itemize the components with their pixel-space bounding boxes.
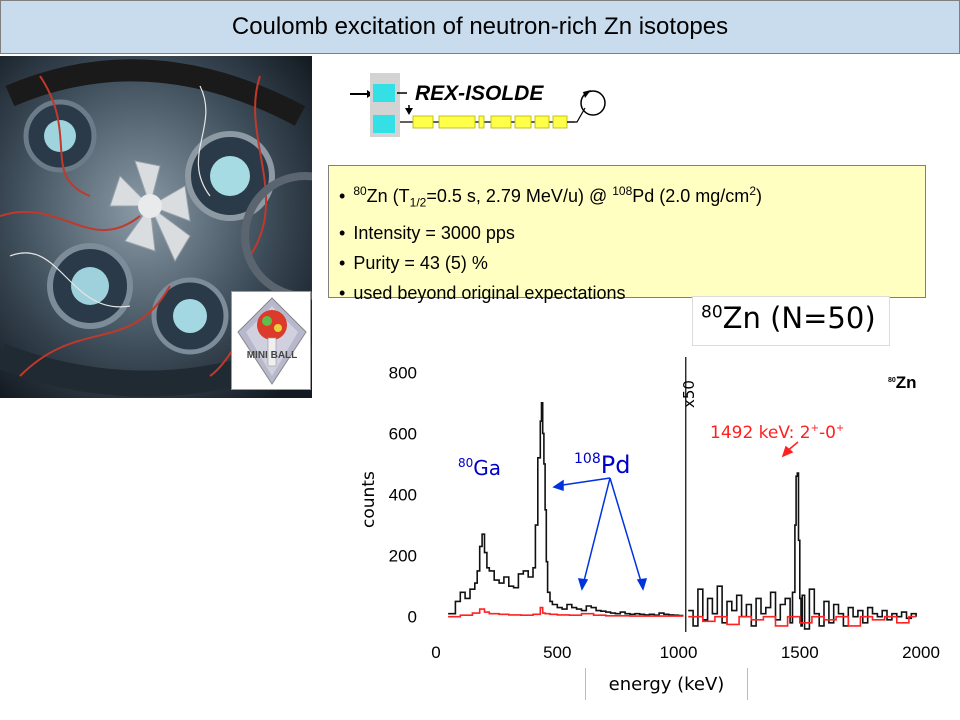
nuclide-mass: 80 <box>701 302 723 323</box>
info-item-intensity: Intensity = 3000 pps <box>339 218 925 248</box>
pd-peak-label: 108Pd <box>574 451 630 479</box>
x-tick-label: 2000 <box>902 643 940 662</box>
peak-arrowhead <box>781 445 794 458</box>
y-tick-label: 200 <box>389 547 417 566</box>
pd-arrow-2 <box>582 477 611 586</box>
miniball-logo-text: MINI BALL <box>247 350 298 361</box>
x-tick-label: 1500 <box>781 643 819 662</box>
pd-arrow-3 <box>609 477 643 586</box>
gamma-spectrum-chart: 0 500 1000 1500 2000 0 200 400 600 800 counts x50… <box>360 357 940 662</box>
pd-arrows <box>552 477 648 591</box>
spectrum-series-2 <box>448 606 684 618</box>
x-tick-label: 1000 <box>660 643 698 662</box>
info-item-purity: Purity = 43 (5) % <box>339 248 925 278</box>
spectrum-series-4 <box>688 615 917 627</box>
beam-info-box: 80Zn (T1/2=0.5 s, 2.79 MeV/u) @ 108Pd (2… <box>328 165 926 303</box>
nuclide-title: 80Zn (N=50) <box>692 296 890 346</box>
y-axis-label: counts <box>360 471 379 528</box>
x-axis-label: energy (keV) <box>585 668 748 700</box>
series-layer <box>448 402 917 630</box>
spectrum-series-1 <box>448 402 684 617</box>
detector-photo <box>0 56 312 398</box>
y-tick-label: 600 <box>389 424 417 443</box>
pd-arrow-1 <box>555 477 611 487</box>
peak-1492-arrow <box>781 441 799 458</box>
x-tick-label: 500 <box>543 643 571 662</box>
rex-isolde-label: REX-ISOLDE <box>415 82 544 105</box>
miniball-logo: MINI BALL <box>231 291 311 390</box>
y-tick-label: 800 <box>389 363 417 382</box>
peak-1492-label: 1492 keV: 2+-0+ <box>710 423 844 443</box>
pd-arrowhead-1 <box>552 479 564 492</box>
pd-arrowhead-3 <box>636 578 648 591</box>
tick-layer: 0 500 1000 1500 2000 0 200 400 600 800 <box>389 363 940 662</box>
slide-title-bar: Coulomb excitation of neutron-rich Zn is… <box>0 0 960 54</box>
nuclide-text: Zn (N=50) <box>722 301 876 335</box>
scale-note-x50: x50 <box>680 380 698 408</box>
x-tick-label: 0 <box>431 643 440 662</box>
slide-title: Coulomb excitation of neutron-rich Zn is… <box>231 13 729 40</box>
rex-isolde-schematic: REX-ISOLDE <box>345 70 615 140</box>
info-item-usage: used beyond original expectations <box>339 278 925 308</box>
corner-label-zn: 80Zn <box>888 373 917 392</box>
pd-arrowhead-2 <box>577 578 589 591</box>
spectrum-series-3 <box>688 472 917 630</box>
y-tick-label: 400 <box>389 486 417 505</box>
ga-peak-label: 80Ga <box>458 456 501 480</box>
y-tick-label: 0 <box>408 608 417 627</box>
info-item-beam: 80Zn (T1/2=0.5 s, 2.79 MeV/u) @ 108Pd (2… <box>339 176 925 218</box>
